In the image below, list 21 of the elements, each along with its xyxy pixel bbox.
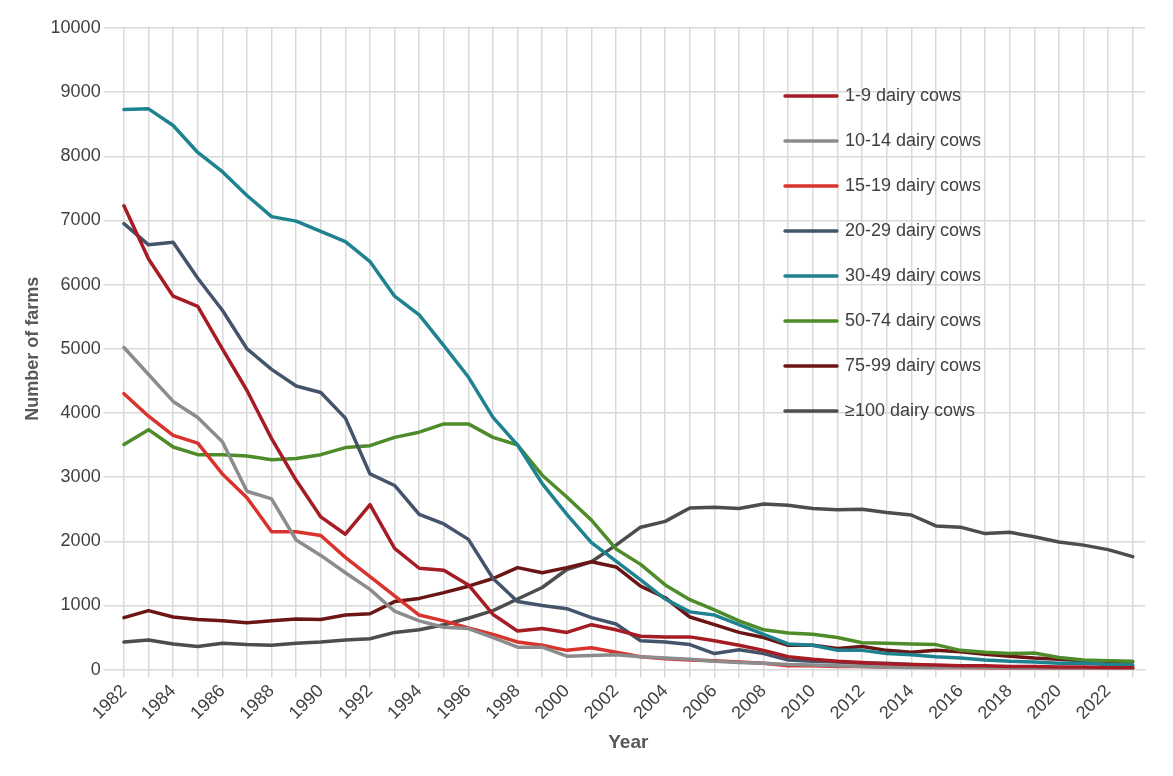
legend-label: 50-74 dairy cows [845, 309, 982, 330]
legend-label: 75-99 dairy cows [845, 354, 982, 375]
y-tick-label: 0 [90, 658, 101, 679]
y-tick-label: 4000 [60, 401, 101, 422]
y-tick-label: 3000 [60, 466, 101, 487]
y-tick-label: 9000 [60, 81, 101, 102]
legend-label: 20-29 dairy cows [845, 219, 982, 240]
legend-label: 10-14 dairy cows [845, 129, 982, 150]
y-tick-label: 6000 [60, 273, 101, 294]
legend-label: 15-19 dairy cows [845, 174, 982, 195]
y-tick-label: 8000 [60, 145, 101, 166]
y-axis-title: Number of farms [21, 276, 42, 421]
y-tick-label: 7000 [60, 209, 101, 230]
legend-label: 30-49 dairy cows [845, 264, 982, 285]
x-axis-title: Year [608, 730, 650, 752]
legend-label: 1-9 dairy cows [845, 84, 962, 105]
y-tick-label: 10000 [50, 16, 101, 37]
y-tick-label: 2000 [60, 530, 101, 551]
y-tick-label: 5000 [60, 337, 101, 358]
legend-label: ≥100 dairy cows [845, 399, 975, 420]
y-tick-label: 1000 [60, 594, 101, 615]
